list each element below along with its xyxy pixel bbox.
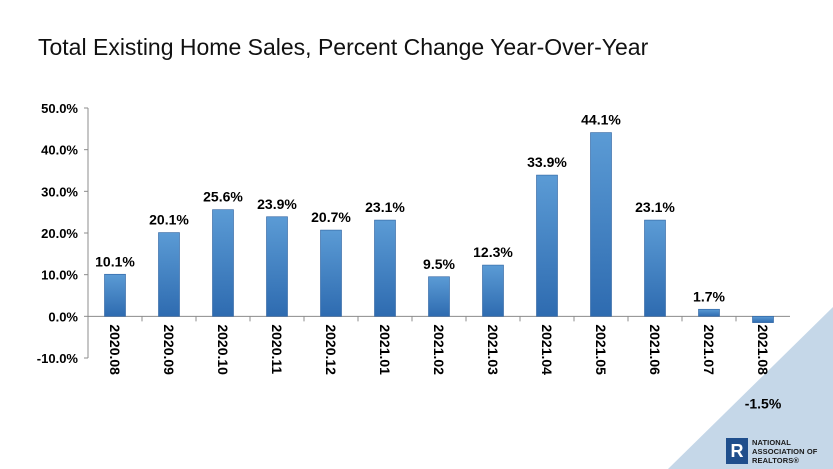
- bar: [266, 216, 288, 317]
- x-tick-label: 2021.05: [593, 324, 609, 375]
- bar: [212, 209, 234, 317]
- y-tick-label: -10.0%: [37, 351, 79, 366]
- y-tick-label: 0.0%: [48, 309, 78, 324]
- x-tick-label: 2020.11: [269, 324, 285, 374]
- bar: [536, 174, 558, 317]
- bar: [104, 273, 126, 317]
- bar: [644, 219, 666, 317]
- x-tick-label: 2021.07: [701, 324, 717, 375]
- logo-text: NATIONAL ASSOCIATION OF REALTORS®: [752, 437, 818, 465]
- bar: [590, 132, 612, 317]
- x-tick-label: 2020.10: [215, 324, 231, 375]
- y-tick-label: 30.0%: [41, 184, 78, 199]
- data-label: 1.7%: [693, 288, 725, 304]
- bar: [752, 316, 774, 323]
- corner-accent: [668, 307, 833, 469]
- y-tick-label: 10.0%: [41, 268, 78, 283]
- bar: [320, 229, 342, 317]
- data-label: 12.3%: [473, 244, 513, 260]
- data-label: 33.9%: [527, 154, 567, 170]
- x-tick-label: 2020.09: [161, 324, 177, 375]
- data-label: 23.1%: [365, 199, 405, 215]
- data-label: 20.1%: [149, 212, 189, 228]
- x-tick-label: 2021.06: [647, 324, 663, 375]
- x-tick-label: 2021.01: [377, 324, 393, 375]
- data-label: 23.1%: [635, 199, 675, 215]
- y-tick-label: 20.0%: [41, 226, 78, 241]
- data-label: 44.1%: [581, 112, 621, 128]
- bar: [374, 219, 396, 317]
- data-label: 9.5%: [423, 256, 455, 272]
- realtor-r-icon: R: [726, 438, 748, 464]
- data-label: 20.7%: [311, 209, 351, 225]
- data-label: 25.6%: [203, 189, 243, 205]
- data-label: 23.9%: [257, 196, 297, 212]
- bar: [158, 232, 180, 317]
- nar-logo: R NATIONAL ASSOCIATION OF REALTORS®: [726, 436, 831, 466]
- bar: [482, 264, 504, 317]
- chart-title: Total Existing Home Sales, Percent Chang…: [38, 34, 649, 60]
- x-tick-label: 2021.03: [485, 324, 501, 375]
- bar: [698, 308, 720, 317]
- x-tick-label: 2020.08: [107, 324, 123, 375]
- x-tick-label: 2020.12: [323, 324, 339, 375]
- y-tick-label: 40.0%: [41, 143, 78, 158]
- x-tick-label: 2021.08: [755, 324, 771, 375]
- x-tick-label: 2021.02: [431, 324, 447, 375]
- bar: [428, 276, 450, 317]
- x-tick-label: 2021.04: [539, 324, 555, 375]
- data-label: -1.5%: [745, 395, 782, 411]
- y-tick-label: 50.0%: [41, 101, 78, 116]
- data-label: 10.1%: [95, 253, 135, 269]
